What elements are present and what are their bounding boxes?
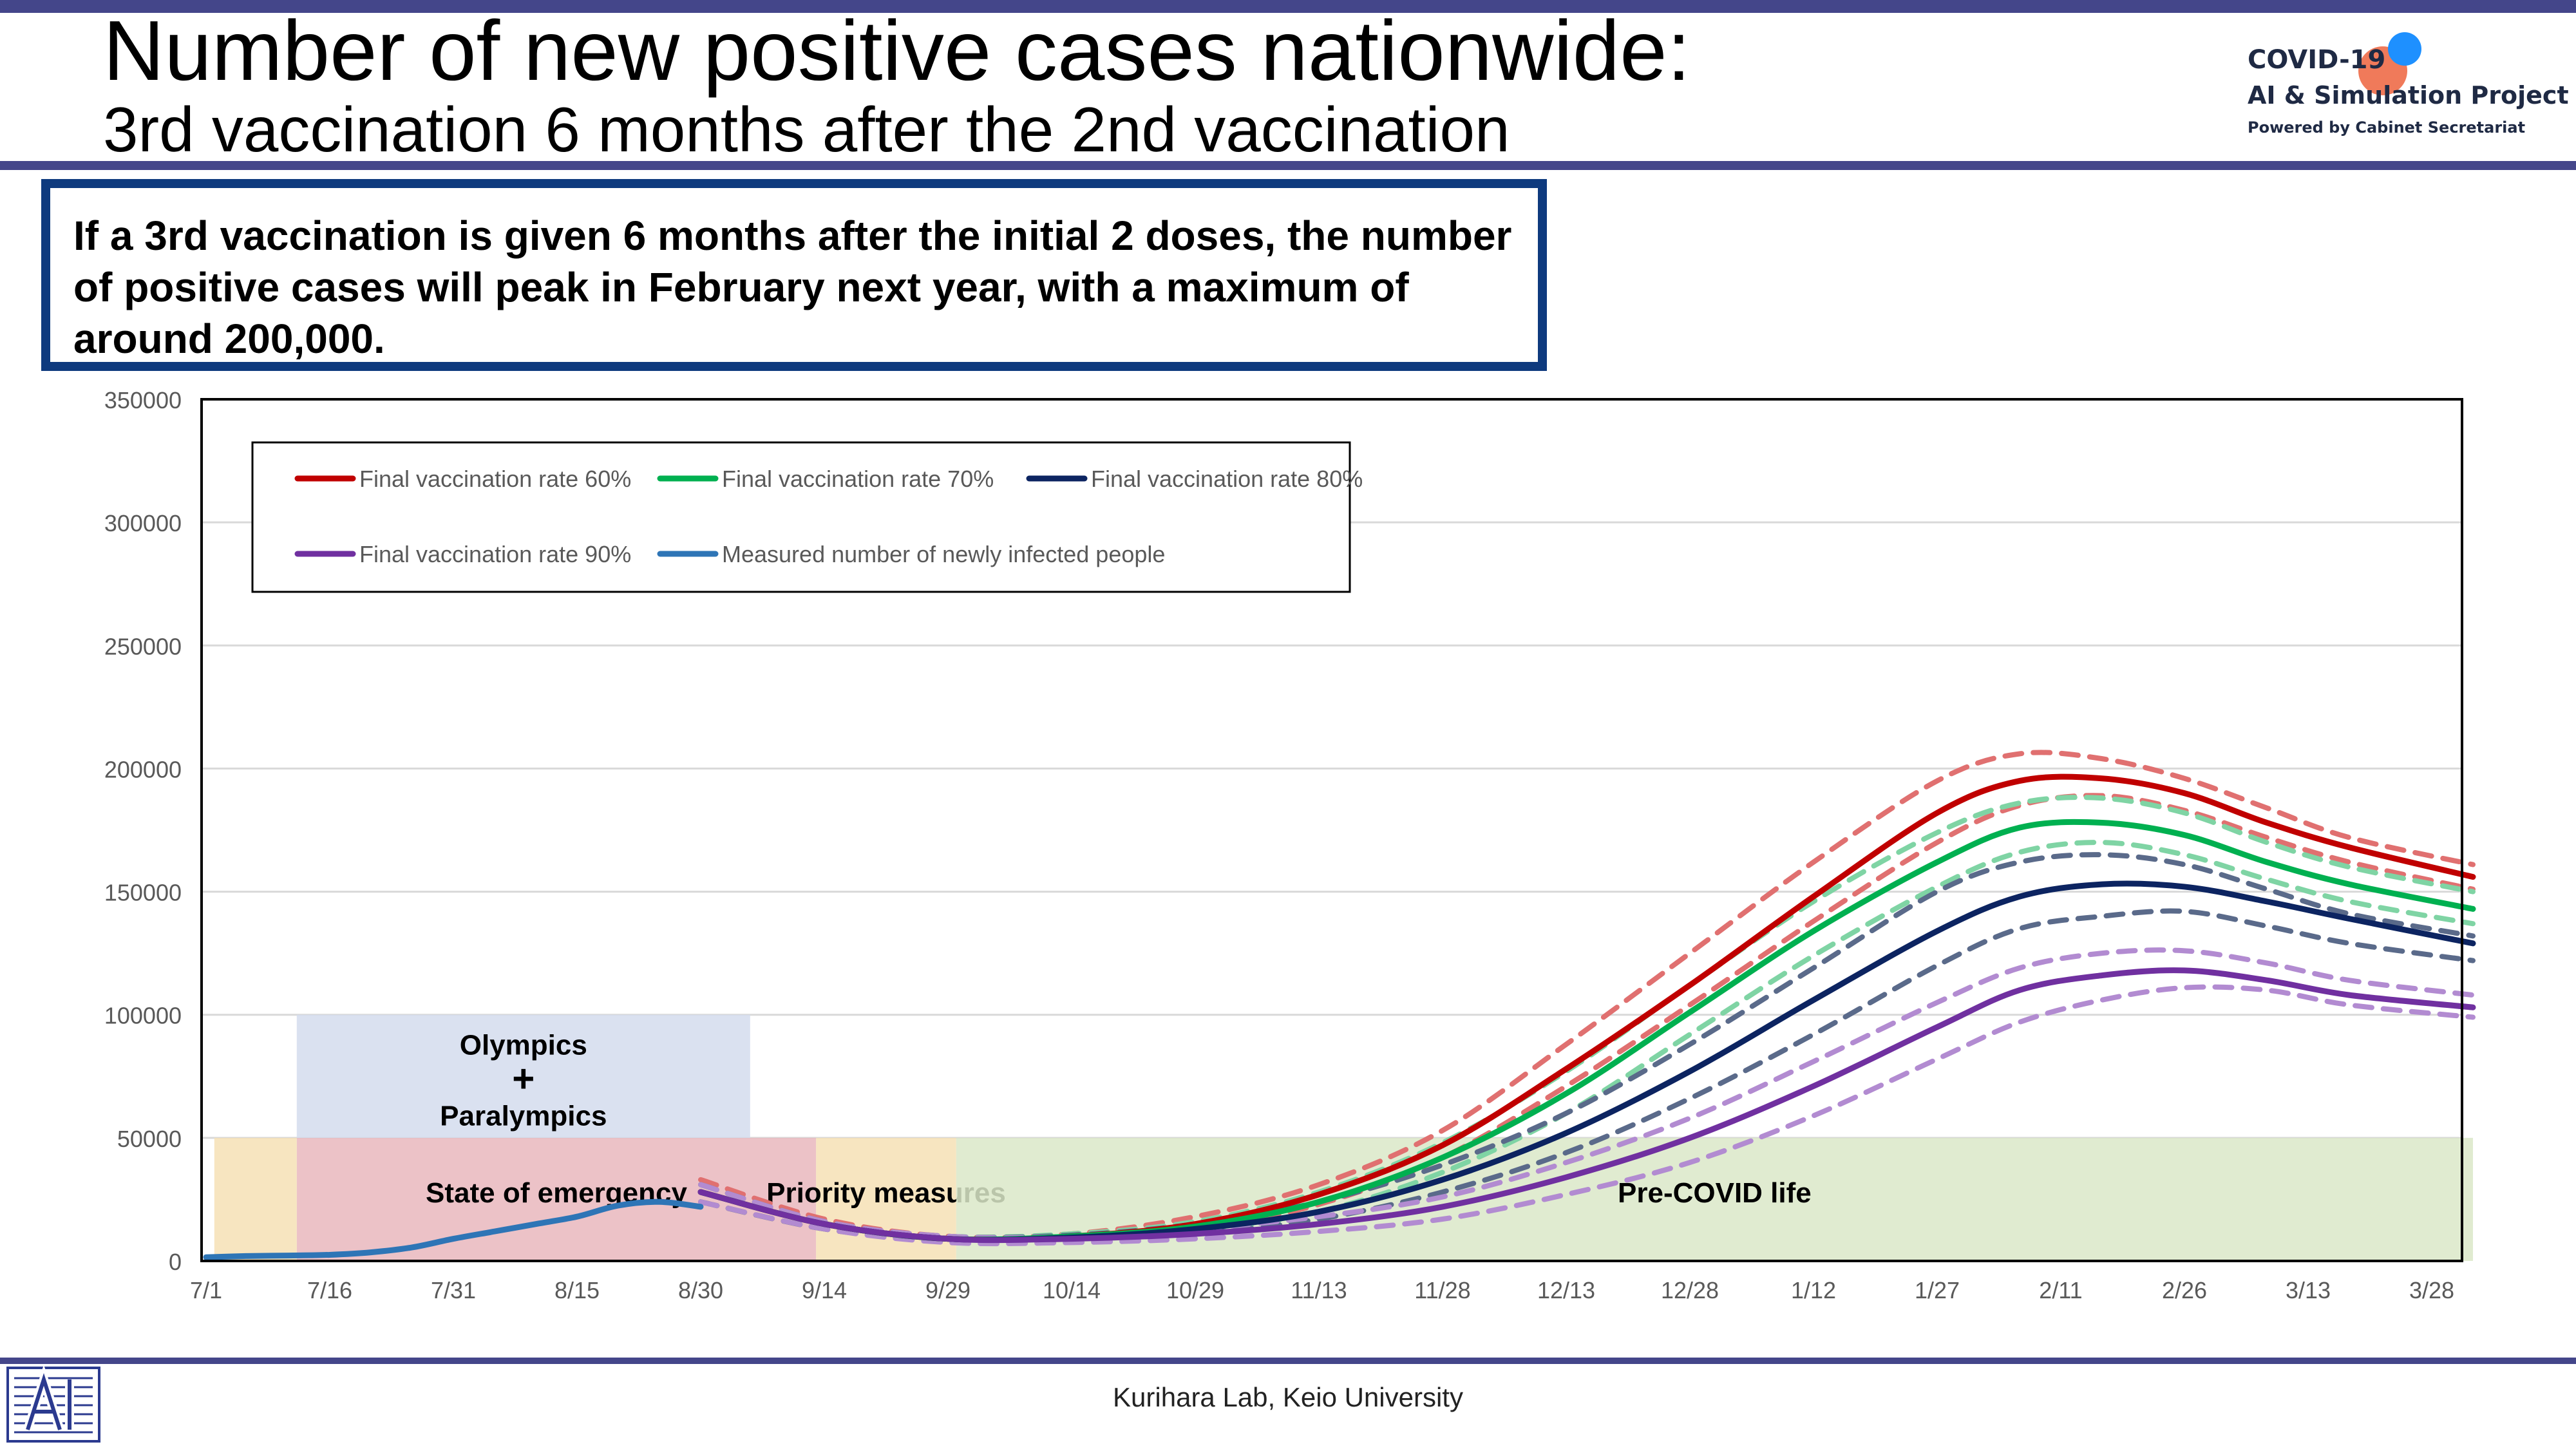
- legend-label: Final vaccination rate 70%: [722, 466, 994, 492]
- page-title: Number of new positive cases nationwide:: [103, 3, 1691, 98]
- series-line-12: [203, 1198, 704, 1260]
- x-tick-label: 12/13: [1537, 1277, 1595, 1303]
- key-finding-callout: If a 3rd vaccination is given 6 months a…: [41, 179, 1547, 371]
- x-tick-label: 3/28: [2409, 1277, 2454, 1303]
- band-4: [296, 1014, 750, 1138]
- series-line-11: [697, 967, 2476, 1244]
- axes: 0 50000 100000 150000 200000 250000 300000 3500…: [104, 387, 2463, 1303]
- logo-line-2: AI & Simulation Project: [2248, 81, 2569, 109]
- legend-label: Final vaccination rate 90%: [359, 541, 631, 567]
- footer-rule: [0, 1358, 2576, 1364]
- legend-box: [251, 441, 1351, 593]
- top-rule: [0, 0, 2576, 13]
- x-tick-label: 2/11: [2039, 1277, 2082, 1303]
- footer-credit: Kurihara Lab, Keio University: [1113, 1382, 1463, 1412]
- x-tick-label: 11/28: [1414, 1277, 1470, 1303]
- series-line-7: [698, 984, 2476, 1247]
- legend-label: Final vaccination rate 60%: [359, 466, 631, 492]
- x-tick-label: 3/13: [2286, 1277, 2331, 1303]
- x-tick-label: 7/31: [431, 1277, 476, 1303]
- y-tick-label: 50000: [117, 1126, 182, 1152]
- legend-label: Measured number of newly infected people: [722, 541, 1165, 567]
- header-rule: [0, 161, 2576, 170]
- x-tick-label: 10/14: [1043, 1277, 1101, 1303]
- x-tick-label: 10/29: [1166, 1277, 1224, 1303]
- x-tick-label: 8/30: [678, 1277, 723, 1303]
- logo-dots-icon: [2358, 32, 2421, 95]
- project-logo: COVID-19 AI & Simulation Project Powered…: [2248, 26, 2569, 148]
- y-tick-label: 200000: [104, 756, 182, 782]
- series-lines: [203, 750, 2476, 1260]
- y-tick-label: 250000: [104, 633, 182, 659]
- band-label: Olympics: [460, 1030, 587, 1061]
- logo-line-1: COVID-19: [2248, 45, 2386, 75]
- legend-label: Final vaccination rate 80%: [1091, 466, 1363, 492]
- x-tick-label: 9/14: [802, 1277, 847, 1303]
- band-3: [214, 1137, 297, 1261]
- y-tick-label: 350000: [104, 387, 182, 413]
- band-label-plus: +: [512, 1057, 535, 1101]
- x-tick-label: 8/15: [554, 1277, 600, 1303]
- callout-text: If a 3rd vaccination is given 6 months a…: [73, 213, 1512, 362]
- plot-border: [200, 398, 2463, 1262]
- page-subtitle: 3rd vaccination 6 months after the 2nd v…: [103, 94, 1510, 165]
- series-line-0: [698, 750, 2476, 1240]
- y-tick-label: 300000: [104, 510, 182, 536]
- x-tick-label: 7/1: [190, 1277, 222, 1303]
- x-tick-label: 1/27: [1915, 1277, 1960, 1303]
- y-tick-label: 150000: [104, 880, 182, 906]
- y-tick-label: 100000: [104, 1003, 182, 1029]
- x-tick-label: 12/28: [1661, 1277, 1719, 1303]
- chart-legend: Final vaccination rate 60% Final vaccinat…: [251, 441, 1363, 593]
- band-label-2: Paralympics: [440, 1101, 607, 1132]
- x-tick-label: 9/29: [925, 1277, 971, 1303]
- x-tick-label: 2/26: [2162, 1277, 2207, 1303]
- band-label: Pre-COVID life: [1618, 1177, 1812, 1209]
- x-tick-label: 7/16: [307, 1277, 352, 1303]
- y-tick-label: 0: [169, 1249, 182, 1275]
- x-tick-label: 11/13: [1291, 1277, 1347, 1303]
- logo-line-3: Powered by Cabinet Secretariat: [2248, 118, 2526, 137]
- x-tick-label: 1/12: [1791, 1277, 1836, 1303]
- cases-line-chart: State of emergency Priority measures Pre-C…: [104, 387, 2476, 1303]
- lab-logo-icon: [6, 1365, 100, 1443]
